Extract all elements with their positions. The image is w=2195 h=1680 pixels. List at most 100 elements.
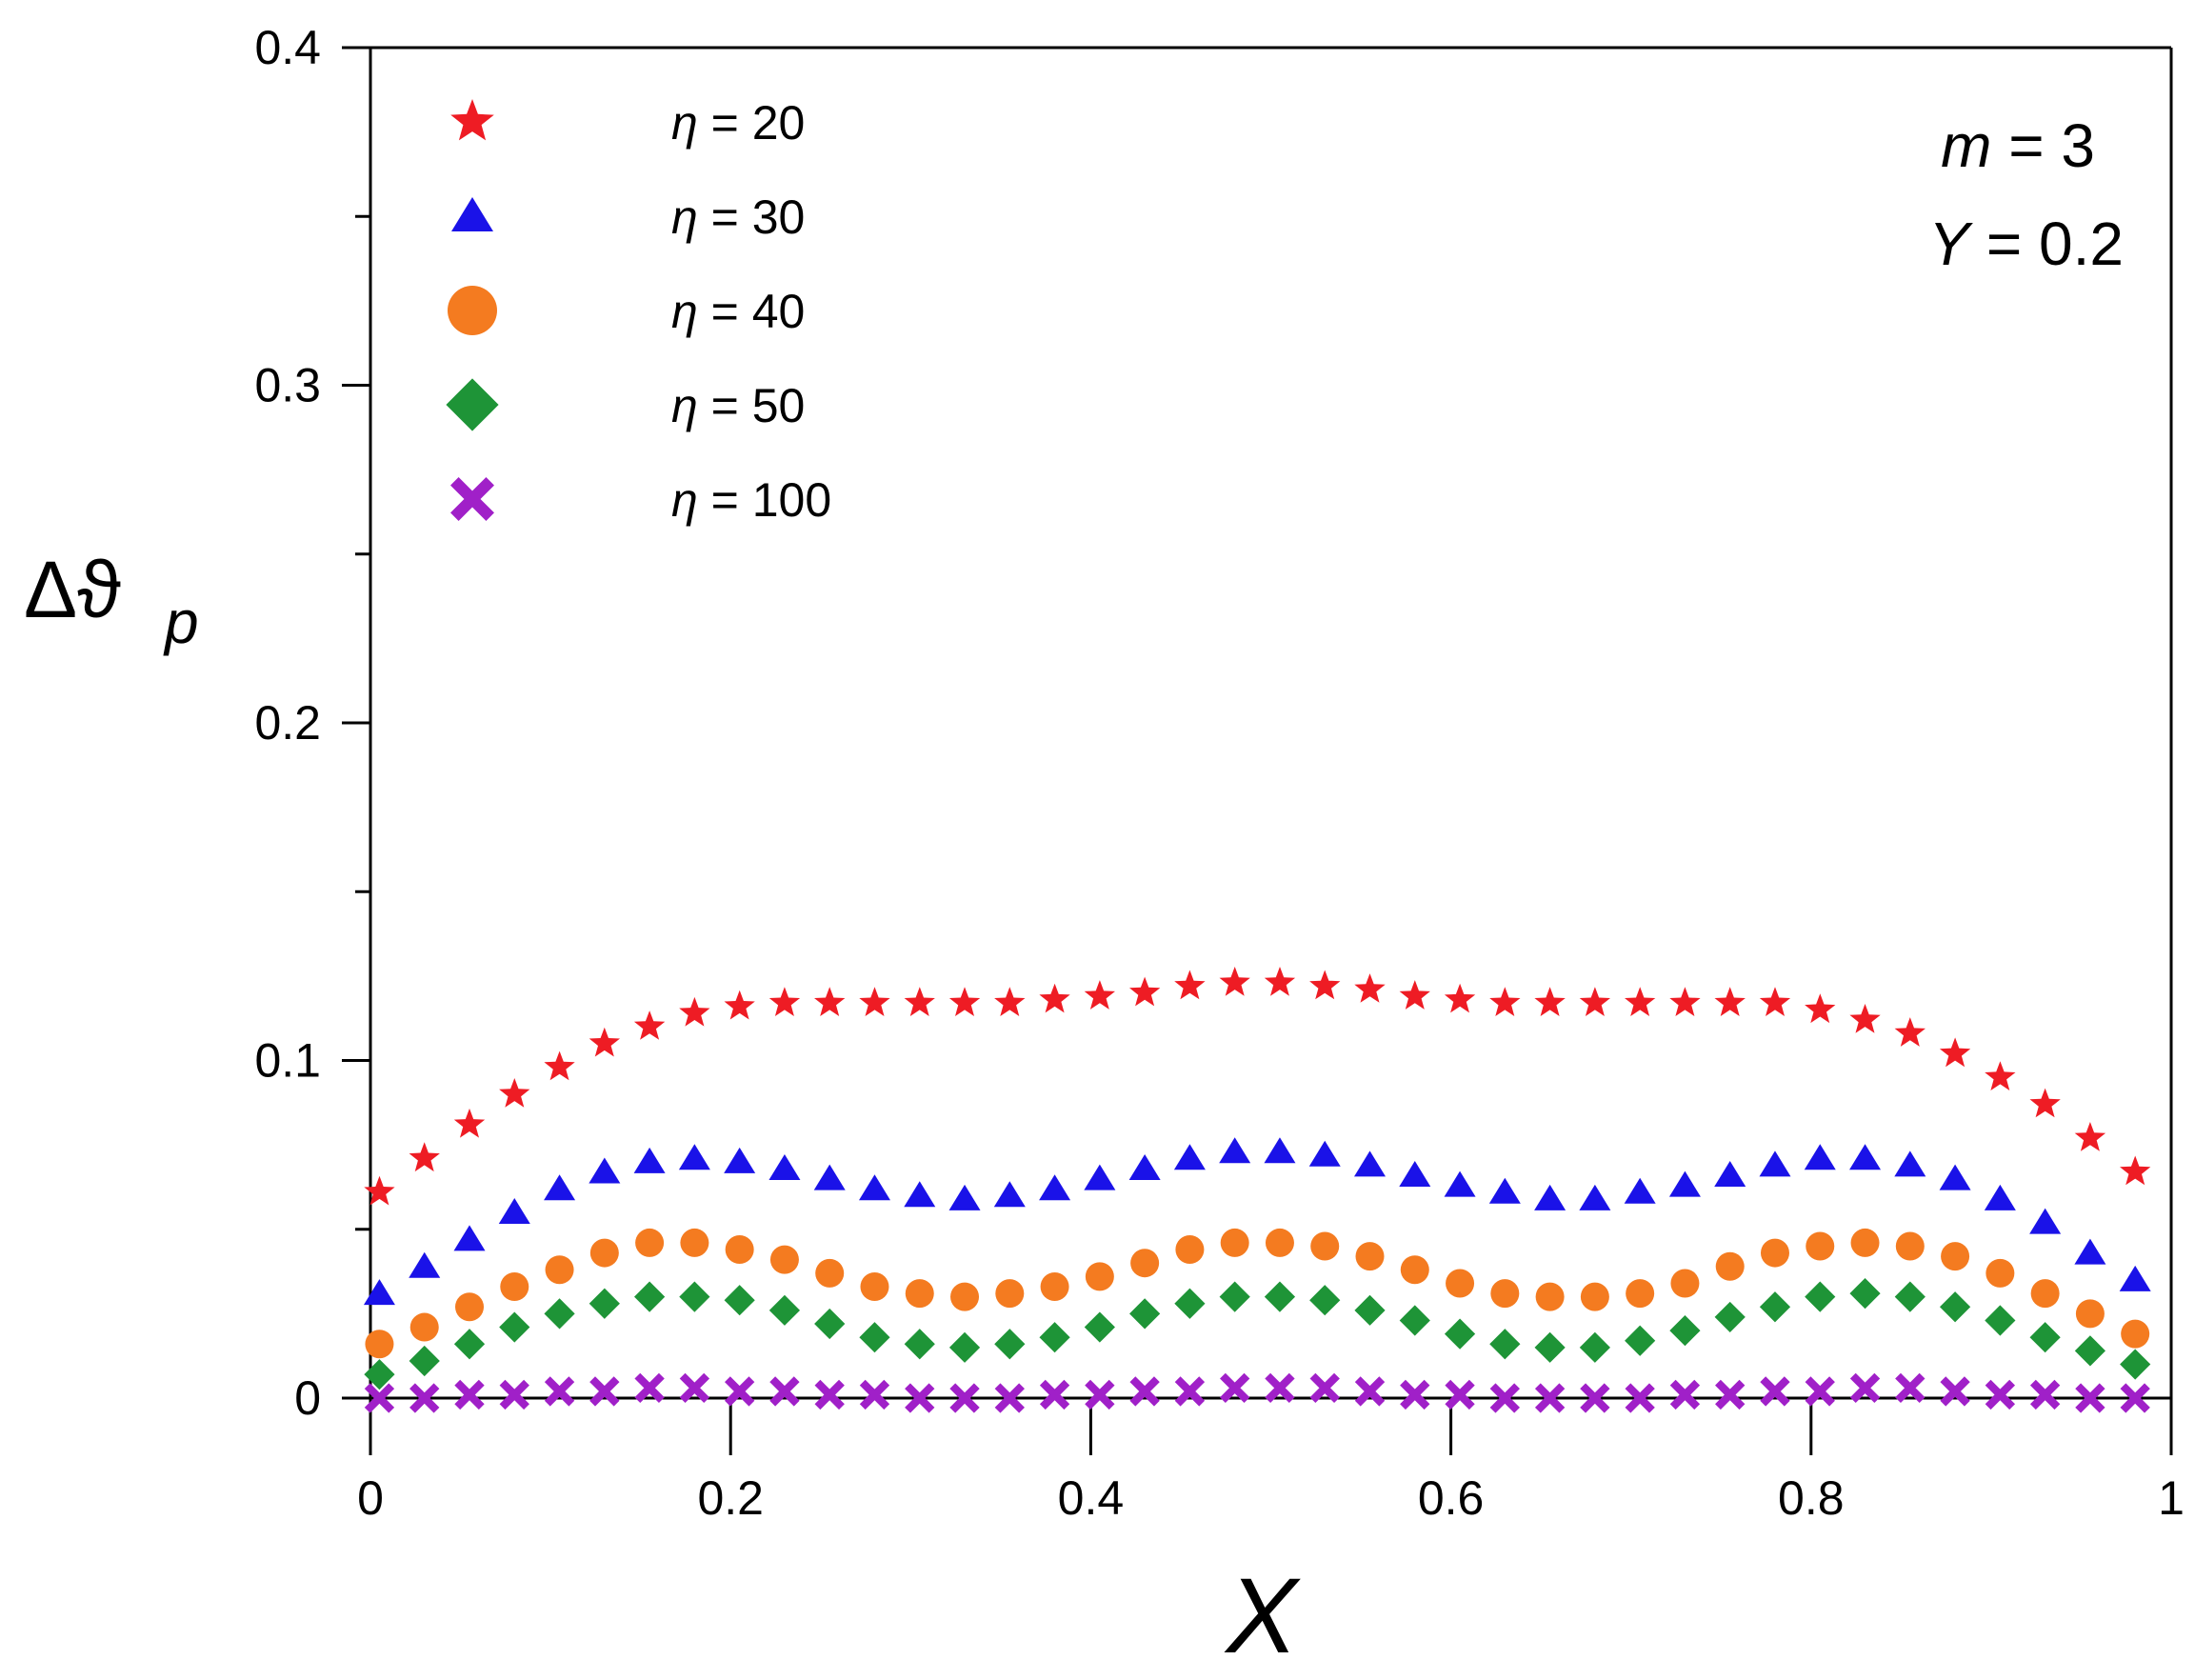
x-tick-label: 0.8 bbox=[1778, 1471, 1845, 1525]
data-point bbox=[1446, 1269, 1475, 1298]
data-point bbox=[1534, 987, 1566, 1016]
data-point bbox=[453, 1329, 486, 1360]
data-point bbox=[1534, 1184, 1566, 1210]
data-point bbox=[724, 1285, 755, 1316]
data-point bbox=[1264, 967, 1296, 996]
y-axis-label-main: Δϑ bbox=[24, 545, 121, 634]
data-point bbox=[1084, 1164, 1116, 1190]
data-point bbox=[1805, 1281, 1836, 1312]
data-point bbox=[1849, 1144, 1882, 1170]
data-point bbox=[769, 1245, 799, 1274]
data-point bbox=[1579, 987, 1610, 1016]
data-point bbox=[1805, 993, 1836, 1024]
x-tick-label: 1 bbox=[2158, 1471, 2185, 1525]
y-tick-label: 0 bbox=[294, 1371, 321, 1425]
data-point bbox=[453, 1108, 486, 1138]
data-point bbox=[1264, 1281, 1296, 1312]
legend-label: η = 100 bbox=[671, 473, 831, 527]
legend-marker bbox=[446, 378, 499, 431]
data-point bbox=[1084, 980, 1115, 1010]
data-point bbox=[1894, 1281, 1926, 1312]
data-point bbox=[1400, 1255, 1429, 1285]
data-point bbox=[409, 1383, 440, 1413]
data-point bbox=[2074, 1122, 2106, 1151]
data-point bbox=[1534, 1383, 1566, 1413]
data-point bbox=[1444, 1318, 1476, 1350]
data-point bbox=[1354, 973, 1386, 1003]
data-point bbox=[1715, 1251, 1745, 1281]
data-point bbox=[1714, 1161, 1746, 1188]
data-point bbox=[1805, 1376, 1835, 1407]
data-point bbox=[724, 1147, 756, 1173]
data-point bbox=[633, 1147, 666, 1173]
data-point bbox=[1039, 1379, 1070, 1410]
data-point bbox=[679, 1372, 710, 1404]
series-1 bbox=[363, 1137, 2151, 1306]
y-axis-label-subscript: p bbox=[163, 588, 199, 656]
data-point bbox=[544, 1050, 575, 1081]
data-point bbox=[1625, 1383, 1655, 1413]
data-point bbox=[1444, 1170, 1476, 1197]
data-point bbox=[1760, 1376, 1790, 1407]
data-series bbox=[363, 967, 2151, 1413]
data-point bbox=[1445, 1379, 1475, 1410]
data-point bbox=[1040, 1272, 1069, 1302]
data-point bbox=[455, 1292, 485, 1322]
y-tick-label: 0.1 bbox=[254, 1034, 321, 1088]
y-tick-label: 0.2 bbox=[254, 696, 321, 750]
data-point bbox=[768, 1294, 801, 1326]
data-point bbox=[1759, 1150, 1791, 1177]
data-point bbox=[1308, 1140, 1341, 1167]
data-point bbox=[1939, 1037, 1971, 1068]
x-tick-label: 0.6 bbox=[1418, 1471, 1485, 1525]
annotation-m-rest: = 3 bbox=[1991, 111, 2095, 180]
data-point bbox=[2120, 1155, 2151, 1186]
data-point bbox=[1940, 1376, 1970, 1407]
data-point bbox=[1894, 1017, 1926, 1047]
data-point bbox=[1489, 1383, 1520, 1413]
data-point bbox=[1895, 1372, 1926, 1404]
data-point bbox=[1580, 1383, 1610, 1413]
series-3 bbox=[364, 1278, 2151, 1390]
data-point bbox=[994, 987, 1026, 1016]
data-point bbox=[724, 1376, 755, 1407]
data-point bbox=[1984, 1184, 2016, 1210]
legend-marker bbox=[448, 286, 497, 335]
x-tick-label: 0.4 bbox=[1058, 1471, 1125, 1525]
data-point bbox=[1489, 987, 1521, 1016]
data-point bbox=[1309, 1285, 1341, 1316]
annotation-y-rest: = 0.2 bbox=[1969, 210, 2124, 278]
data-point bbox=[1894, 1150, 1926, 1177]
legend-item: η = 100 bbox=[450, 473, 831, 527]
data-point bbox=[904, 987, 935, 1016]
data-point bbox=[813, 1164, 846, 1190]
x-axis-label: X bbox=[1224, 1556, 1302, 1675]
legend: η = 20 η = 30 η = 40 η = 50 η = 100 bbox=[446, 96, 831, 527]
data-point bbox=[905, 1279, 934, 1309]
data-point bbox=[1354, 1294, 1386, 1326]
data-point bbox=[948, 1331, 981, 1363]
data-point bbox=[453, 1225, 486, 1251]
data-point bbox=[1941, 1242, 1970, 1271]
data-point bbox=[859, 987, 890, 1016]
data-point bbox=[949, 1383, 980, 1413]
data-point bbox=[589, 1238, 619, 1268]
axes: 0 0.1 0.2 0.3 0.4 0 0.2 0.4 0.6 0.8 1 bbox=[254, 21, 2184, 1525]
data-point bbox=[544, 1174, 576, 1201]
data-point bbox=[1670, 1269, 1700, 1298]
series-0 bbox=[364, 967, 2151, 1206]
y-tick-label: 0.3 bbox=[254, 359, 321, 412]
data-point bbox=[1039, 983, 1070, 1013]
data-point bbox=[1173, 1144, 1206, 1170]
data-point bbox=[1985, 1379, 2016, 1410]
data-point bbox=[1085, 1262, 1114, 1291]
data-point bbox=[589, 1376, 620, 1407]
data-point bbox=[1625, 987, 1656, 1016]
data-point bbox=[768, 987, 801, 1016]
data-point bbox=[948, 1184, 981, 1210]
data-point bbox=[589, 1027, 620, 1057]
data-point bbox=[1355, 1242, 1385, 1271]
data-point bbox=[1399, 980, 1430, 1010]
